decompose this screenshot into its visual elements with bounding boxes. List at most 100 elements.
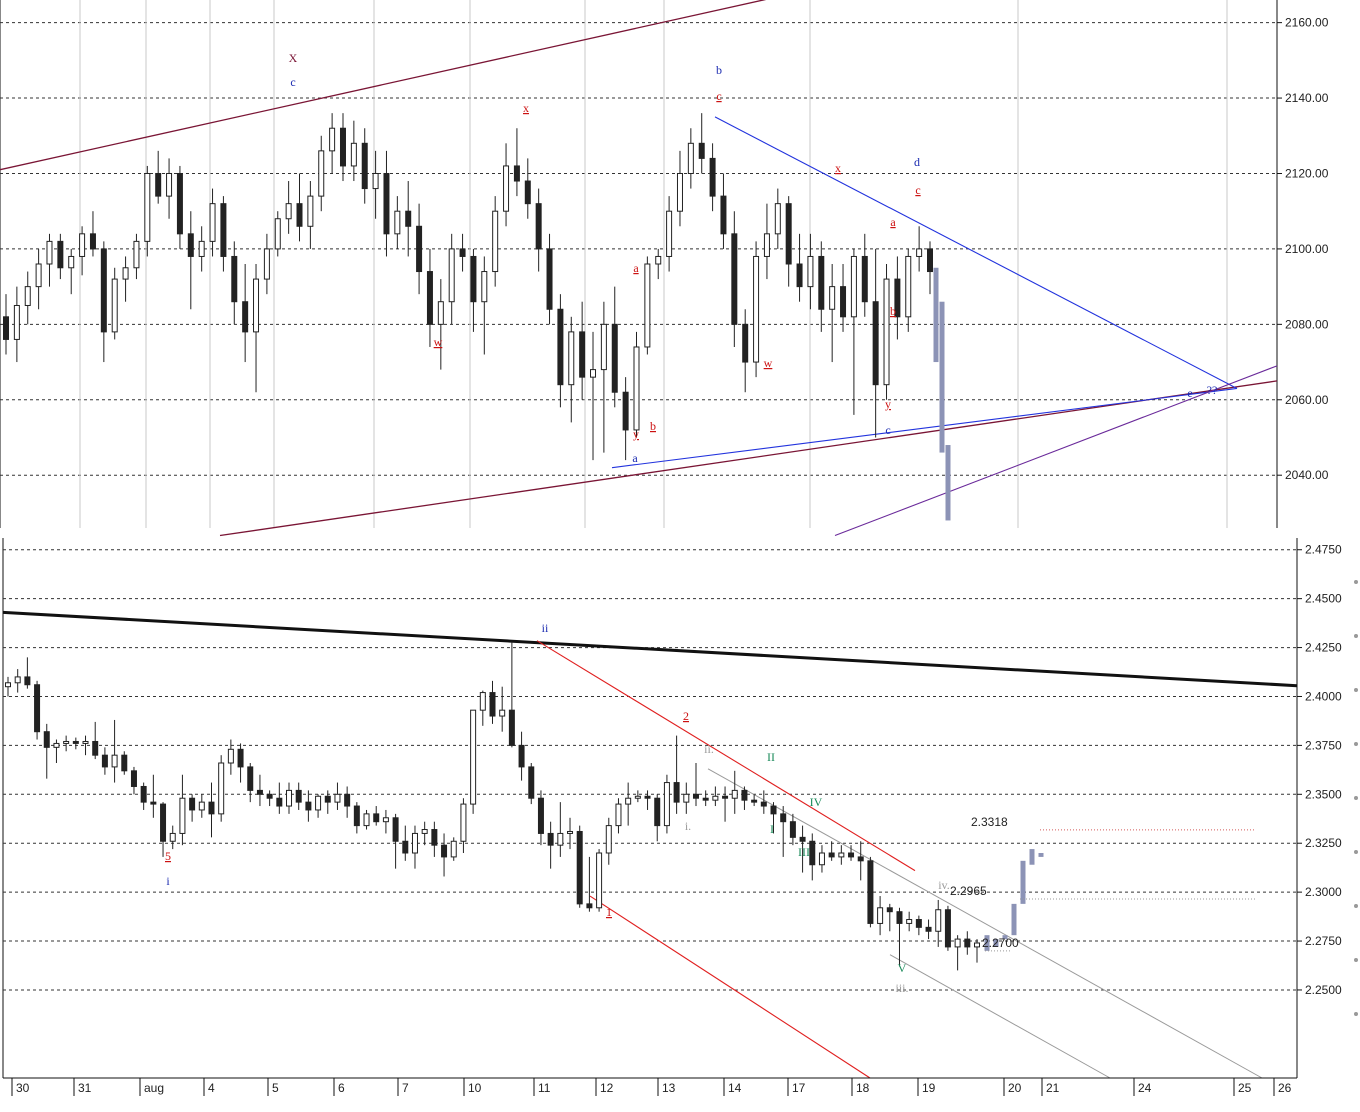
candle-body: [576, 830, 583, 905]
candle-body: [353, 805, 360, 827]
wave-label: c: [885, 423, 890, 437]
wave-label: e: [1187, 386, 1192, 400]
candle-body: [144, 172, 151, 242]
candle-body: [460, 803, 467, 842]
candle-body: [625, 797, 632, 805]
price-tick-label: 2080.00: [1285, 317, 1329, 331]
time-tick-label: 5: [272, 1081, 279, 1095]
price-tick-label: 2.2500: [1305, 983, 1342, 997]
edge-marker: [1354, 742, 1358, 746]
candle-body: [208, 801, 215, 815]
candle-body: [709, 157, 716, 197]
price-tick-label: 2040.00: [1285, 468, 1329, 482]
candle-body: [760, 801, 767, 807]
candle-body: [392, 817, 399, 842]
candle-body: [100, 248, 107, 333]
candle-body: [448, 248, 455, 303]
candle-body: [600, 323, 607, 371]
candle-body: [111, 754, 118, 768]
candle-body: [751, 799, 758, 803]
candle-body: [828, 852, 835, 858]
candle-body: [237, 748, 244, 768]
trend-line: [707, 768, 1263, 1079]
candle-body: [731, 233, 738, 325]
candle-body: [503, 165, 510, 212]
projection-bar: [1002, 935, 1008, 940]
candle-body: [253, 278, 260, 333]
candle-body: [877, 907, 884, 924]
wave-label: c: [716, 89, 721, 103]
top-chart-panel: 2160.00 2140.00 2120.00 2100.00 2080.00 2060.…: [0, 0, 1329, 537]
candle-body: [518, 744, 525, 768]
trend-line: [536, 640, 916, 872]
candle-body: [189, 797, 196, 811]
candle-body: [654, 797, 661, 827]
candle-body: [242, 301, 249, 333]
time-tick-label: 26: [1278, 1081, 1292, 1095]
candle-body: [590, 369, 597, 378]
candle-body: [499, 709, 506, 717]
time-tick-label: 31: [78, 1081, 92, 1095]
price-tick-label: 2.4750: [1305, 543, 1342, 557]
time-tick-label: 6: [338, 1081, 345, 1095]
candle-body: [285, 203, 292, 220]
projection-bar: [1011, 903, 1017, 936]
candle-body: [906, 919, 913, 924]
wave-label: iv.: [938, 878, 950, 892]
candle-body: [402, 840, 409, 854]
price-tick-label: 2140.00: [1285, 91, 1329, 105]
candle-body: [683, 793, 690, 803]
candle-body: [666, 210, 673, 257]
candle-body: [954, 938, 961, 948]
candle-body: [150, 801, 157, 805]
candle-body: [82, 740, 89, 744]
wave-label: x: [835, 161, 841, 175]
projection-bar: [984, 935, 990, 951]
candle-body: [34, 684, 41, 733]
candle-body: [857, 856, 864, 862]
candle-body: [198, 240, 205, 257]
candle-body: [974, 942, 980, 948]
candle-body: [169, 832, 176, 842]
candle-body: [329, 127, 336, 152]
candle-body: [915, 919, 922, 928]
candle-body: [535, 203, 542, 250]
price-level-label: 2.2700: [982, 936, 1019, 950]
wave-label: a: [632, 451, 638, 465]
candle-body: [13, 304, 20, 340]
candle-body: [722, 795, 729, 799]
candle-body: [296, 203, 303, 227]
candle-body: [605, 825, 612, 854]
wave-label: c: [290, 75, 295, 89]
candle-body: [687, 142, 694, 174]
candle-body: [318, 150, 325, 197]
projection-bar: [1020, 860, 1026, 904]
candle-body: [611, 323, 618, 393]
candle-body: [579, 331, 586, 378]
candle-body: [905, 255, 912, 318]
candle-body: [324, 795, 331, 803]
wave-label: w: [764, 356, 773, 370]
price-tick-label: 2160.00: [1285, 16, 1329, 30]
candle-body: [720, 195, 727, 235]
candle-body: [712, 795, 719, 801]
candle-body: [655, 255, 662, 265]
trend-line: [589, 895, 871, 1079]
edge-marker: [1354, 850, 1358, 854]
projection-bar: [939, 301, 945, 453]
candle-body: [295, 789, 302, 803]
candle-body: [557, 832, 564, 846]
candle-body: [763, 233, 770, 257]
candle-body: [944, 909, 951, 948]
candle-body: [363, 813, 370, 827]
candle-body: [731, 789, 738, 799]
price-tick-label: 2100.00: [1285, 242, 1329, 256]
wave-label: y: [633, 427, 639, 441]
candle-body: [247, 766, 254, 791]
time-tick-label: 21: [1046, 1081, 1060, 1095]
candle-body: [218, 762, 225, 815]
candle-body: [785, 203, 792, 265]
edge-marker: [1354, 1012, 1358, 1016]
candle-body: [35, 263, 42, 288]
candle-body: [753, 255, 760, 363]
